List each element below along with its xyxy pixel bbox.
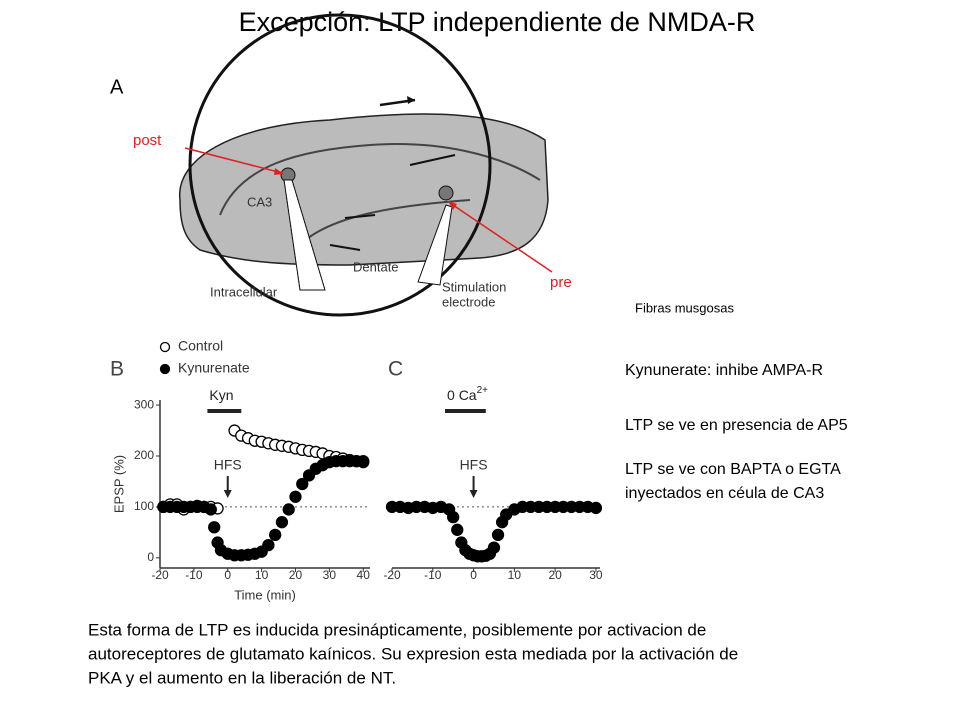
data-point: [269, 528, 282, 542]
caption: autoreceptores de glutamato kaínicos. Su…: [88, 644, 738, 663]
legend-label: Kynurenate: [178, 360, 250, 376]
data-point: [275, 516, 289, 529]
x-tick-label: 30: [323, 568, 337, 582]
slide-title: Excepción: LTP independiente de NMDA-R: [239, 7, 756, 37]
legend-label: Control: [178, 338, 223, 354]
x-tick-label: 20: [289, 568, 303, 582]
panel-label: C: [388, 358, 403, 381]
event-arrowhead: [469, 490, 478, 498]
panel-label: A: [110, 76, 124, 98]
x-tick-label: -10: [185, 568, 203, 582]
post-label: post: [133, 132, 162, 149]
event-label: HFS: [460, 457, 488, 473]
stimulation-label: electrode: [442, 294, 495, 309]
data-point: [289, 490, 302, 503]
panel-label: B: [110, 358, 124, 381]
note: LTP se ve con BAPTA o EGTA: [625, 461, 841, 478]
stimulation-label: Stimulation: [442, 279, 506, 294]
treatment-text: Kyn: [209, 387, 233, 403]
y-tick-label: 300: [134, 397, 154, 411]
data-point: [208, 521, 221, 534]
y-tick-label: 0: [147, 550, 154, 564]
data-point: [589, 501, 603, 515]
x-axis-label: Time (min): [234, 587, 296, 602]
dentate-label: Dentate: [353, 259, 399, 274]
data-point: [282, 503, 295, 516]
pre-label: pre: [550, 274, 572, 291]
event-label: HFS: [214, 457, 242, 473]
note: inyectados en céula de CA3: [625, 485, 824, 502]
data-point: [296, 477, 309, 491]
note: Kynunerate: inhibe AMPA-R: [625, 362, 823, 379]
treatment-label: 0 Ca2+: [447, 385, 488, 403]
x-tick-label: 10: [508, 568, 522, 582]
legend-marker: [159, 341, 171, 353]
data-point: [357, 454, 370, 468]
data-point: [487, 541, 501, 554]
event-arrowhead: [223, 490, 232, 498]
hippocampus-diagram: [179, 13, 553, 317]
x-tick-label: 10: [255, 568, 269, 582]
data-point: [204, 503, 217, 516]
x-tick-label: 0: [224, 568, 231, 582]
treatment-label: Kyn: [209, 387, 233, 403]
x-tick-label: 0: [470, 568, 477, 582]
x-tick-label: 30: [589, 568, 603, 582]
treatment-superscript: 2+: [477, 385, 489, 396]
data-point: [447, 510, 460, 524]
x-tick-label: -20: [151, 568, 169, 582]
note: LTP se ve en presencia de AP5: [625, 417, 848, 434]
x-tick-label: -10: [424, 568, 442, 582]
data-point: [262, 538, 275, 552]
x-tick-label: 40: [357, 568, 371, 582]
legend-marker: [159, 363, 171, 375]
data-point: [451, 523, 464, 536]
treatment-text: 0 Ca: [447, 387, 477, 403]
data-point: [491, 528, 505, 542]
x-tick-label: 20: [548, 568, 562, 582]
intracellular-label: Intracellular: [210, 284, 278, 299]
y-tick-label: 200: [134, 448, 154, 462]
ca3-label: CA3: [247, 194, 272, 209]
y-axis-label: EPSP (%): [111, 455, 126, 513]
note: Fibras musgosas: [635, 300, 734, 315]
y-tick-label: 100: [134, 499, 154, 513]
caption: Esta forma de LTP es inducida presinápti…: [88, 620, 706, 639]
x-tick-label: -20: [383, 568, 401, 582]
caption: PKA y el aumento en la liberación de NT.: [88, 668, 396, 687]
